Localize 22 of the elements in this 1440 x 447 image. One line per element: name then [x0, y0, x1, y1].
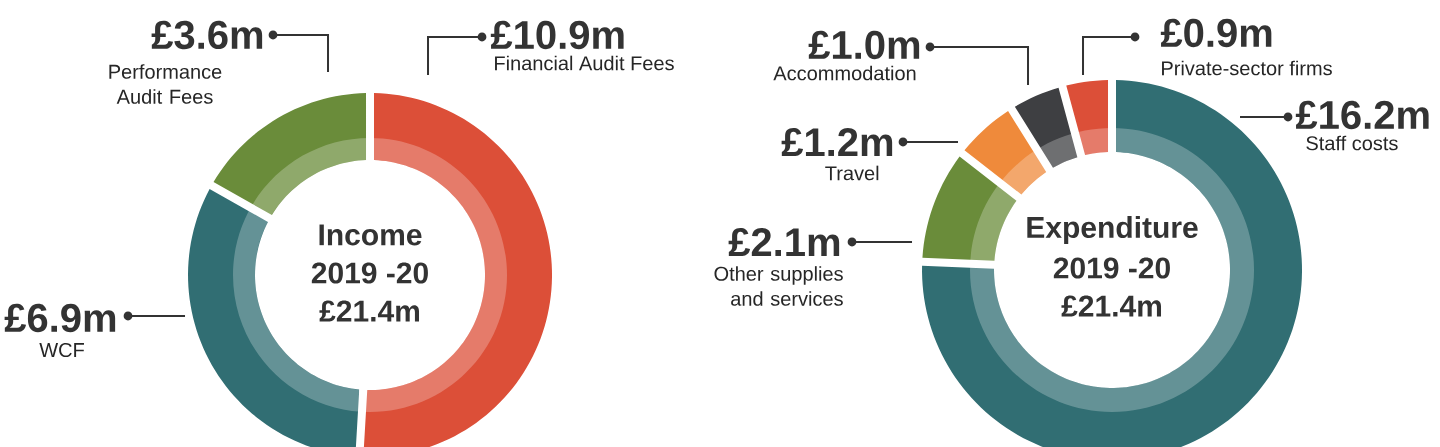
- slice-label: Performance Audit Fees: [109, 64, 222, 104]
- slice-label: Private-sector firms: [1162, 60, 1332, 76]
- slice-label: WCF: [39, 342, 84, 358]
- slice-label: Travel: [825, 165, 879, 181]
- slice-label: Other supplies and services: [714, 266, 843, 306]
- data-label: £0.9m: [1160, 18, 1272, 48]
- data-label: £10.9m: [490, 20, 624, 50]
- text: 2019 -20: [311, 262, 428, 284]
- data-label: £6.9m: [4, 303, 116, 333]
- text: Expenditure: [1027, 216, 1198, 244]
- slice-label: Financial Audit Fees: [495, 55, 674, 71]
- data-label: £2.1m: [728, 228, 840, 256]
- data-label: £1.0m: [808, 30, 920, 60]
- data-label: £3.6m: [151, 20, 263, 50]
- text: 2019 -20: [1053, 257, 1170, 279]
- text: £21.4m: [319, 300, 420, 322]
- text: Income: [319, 224, 422, 246]
- data-label: £16.2m: [1295, 100, 1429, 130]
- legend-label: Accommodation: [773, 65, 916, 81]
- slice-label: Staff costs: [1306, 135, 1398, 151]
- data-label: £1.2m: [781, 128, 893, 156]
- text: £21.4m: [1061, 295, 1162, 317]
